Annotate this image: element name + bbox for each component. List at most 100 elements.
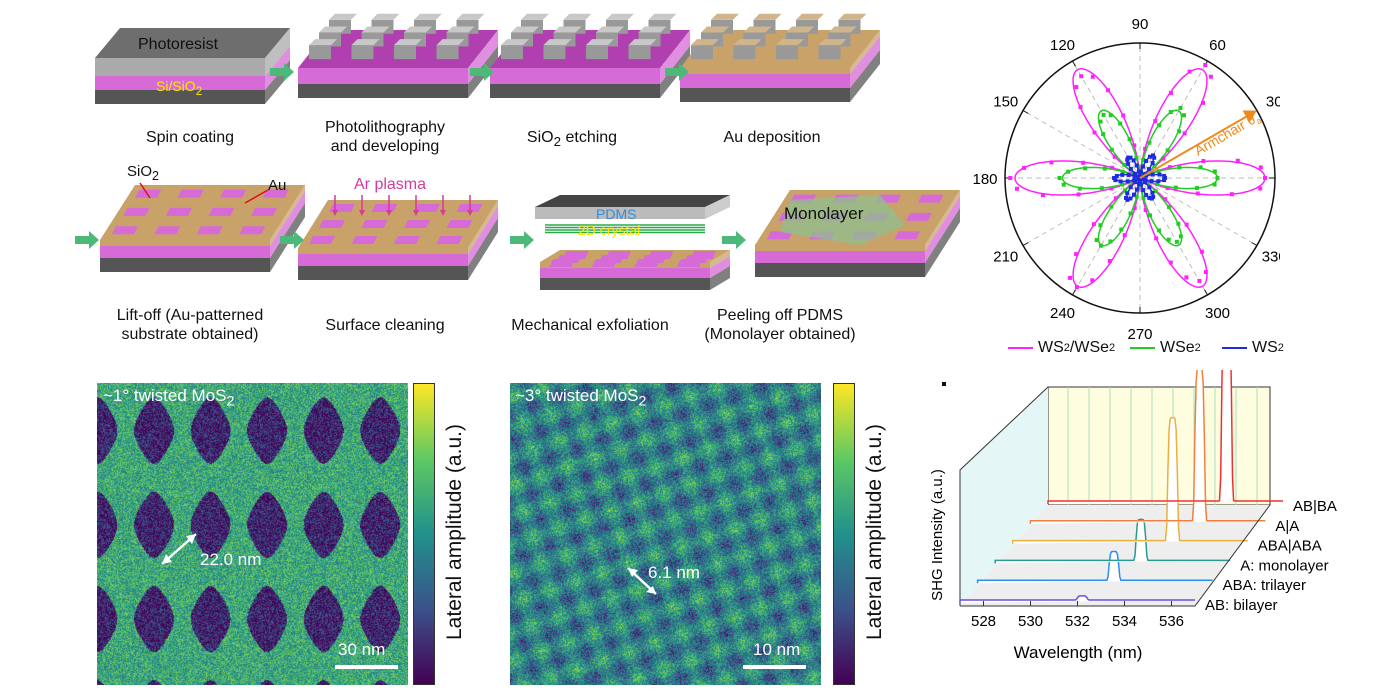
legend-label-sub: 2 <box>1109 342 1115 354</box>
polar-data-point <box>1175 240 1179 244</box>
resist-block <box>309 45 331 59</box>
spectrum-legend-label: AB|BA <box>1293 498 1337 515</box>
polar-data-point <box>1150 179 1154 183</box>
label-sub: 2 <box>639 393 647 409</box>
polar-data-point <box>1151 195 1155 199</box>
y-axis-label: SHG Intensity (a.u.) <box>929 469 946 601</box>
polar-data-point <box>1166 148 1170 152</box>
resist-block <box>586 45 608 59</box>
monolayer-label: Monolayer <box>784 204 863 224</box>
spectrum-legend-label: ABA: trilayer <box>1223 577 1306 594</box>
polar-data-point <box>1041 193 1045 197</box>
polar-data-point <box>1074 85 1078 89</box>
slab-layer <box>490 84 660 98</box>
polar-data-point <box>1110 148 1114 152</box>
sio2-pad <box>918 195 944 203</box>
legend-swatch <box>1222 347 1247 349</box>
polar-data-point <box>1098 223 1102 227</box>
polar-data-point <box>1169 91 1173 95</box>
slab-layer <box>540 268 710 278</box>
polar-data-point <box>1174 186 1178 190</box>
resist-block-top <box>711 14 739 20</box>
polar-data-point <box>1196 191 1200 195</box>
armchair-annotation: Armchair θa <box>1192 108 1264 160</box>
polar-data-point <box>1022 166 1026 170</box>
polar-data-point <box>1188 70 1192 74</box>
polar-data-point <box>1185 223 1189 227</box>
polar-shg-chart: 0306090120150180210240270300330Armchair … <box>960 0 1280 340</box>
spectrum-legend-label: ABA|ABA <box>1258 538 1322 555</box>
polar-data-point <box>1108 259 1112 263</box>
label-sub: 2 <box>152 169 159 183</box>
label-text: etching <box>561 129 617 146</box>
legend-swatch <box>1008 347 1033 349</box>
sio2-pad <box>112 226 138 234</box>
spectrum-legend-label: A|A <box>1275 518 1299 535</box>
polar-tick-label: 30 <box>1266 94 1280 111</box>
annotation-text: Armchair θ <box>1192 111 1259 159</box>
resist-block-top <box>839 14 867 20</box>
polar-data-point <box>1157 123 1161 127</box>
resist-block <box>629 45 651 59</box>
polar-data-point <box>1081 161 1085 165</box>
polar-data-point <box>1090 278 1094 282</box>
pdms-label: PDMS <box>596 206 636 222</box>
process-arrow-icon <box>722 231 746 249</box>
polar-data-point <box>1119 227 1123 231</box>
polar-data-point <box>1008 176 1012 180</box>
slab-layer <box>298 254 468 266</box>
polar-data-point <box>1103 167 1107 171</box>
resist-block <box>776 45 798 59</box>
polar-data-point <box>1197 279 1201 283</box>
polar-data-point <box>1099 244 1103 248</box>
polar-tick-label: 330 <box>1262 249 1280 266</box>
spectrum-legend-label: AB: bilayer <box>1205 597 1278 614</box>
polar-data-point <box>1106 88 1110 92</box>
legend-label-part: /WSe <box>1070 339 1109 357</box>
polar-data-point <box>1147 167 1151 171</box>
polar-data-point <box>1125 158 1129 162</box>
shg-spectra-chart: AB: bilayerABA: trilayerA: monolayerABA|… <box>900 370 1360 700</box>
polar-data-point <box>1079 74 1083 78</box>
polar-data-point <box>1144 159 1148 163</box>
legend-item-wse2: WSe 2 <box>1130 339 1201 357</box>
polar-data-point <box>1093 131 1097 135</box>
polar-data-point <box>1100 186 1104 190</box>
polar-data-point <box>1213 183 1217 187</box>
polar-data-point <box>1203 63 1207 67</box>
slab-layer <box>298 84 468 98</box>
polar-data-point <box>1126 162 1130 166</box>
step-label-surface-cleaning: Surface cleaning <box>325 316 444 335</box>
polar-data-point <box>1144 178 1148 182</box>
polar-data-point <box>1153 119 1157 123</box>
slab-layer <box>680 88 850 102</box>
sio2-pad <box>309 236 335 244</box>
polar-data-point <box>1201 101 1205 105</box>
polar-data-point <box>1258 187 1262 191</box>
colorbar-label: Lateral amplitude (a.u.) <box>863 424 887 640</box>
resist-block-top <box>414 14 442 20</box>
polar-data-point <box>1148 213 1152 217</box>
resist-block-top <box>606 14 634 20</box>
afm-title-3deg: ~3° twisted MoS2 <box>515 386 646 409</box>
polar-data-point <box>1075 285 1079 289</box>
polar-data-point <box>1122 163 1126 167</box>
polar-data-point <box>1178 106 1182 110</box>
polar-data-point <box>1199 165 1203 169</box>
polar-data-point <box>1109 113 1113 117</box>
polar-data-point <box>1135 187 1139 191</box>
sio2-pad <box>197 226 223 234</box>
label-text: ~3° twisted MoS <box>515 386 639 405</box>
polar-data-point <box>1201 159 1205 163</box>
process-arrow-icon <box>510 231 534 249</box>
period-measure-3deg: 6.1 nm <box>648 563 700 583</box>
slab-layer <box>95 58 265 76</box>
polar-data-point <box>1119 179 1123 183</box>
polar-data-point <box>1147 141 1151 145</box>
polar-tick <box>1023 243 1028 246</box>
polar-data-point <box>1133 180 1137 184</box>
resist-block-top <box>372 14 400 20</box>
polar-data-point <box>1068 276 1072 280</box>
resist-block-top <box>329 14 357 20</box>
polar-data-point <box>1169 110 1173 114</box>
